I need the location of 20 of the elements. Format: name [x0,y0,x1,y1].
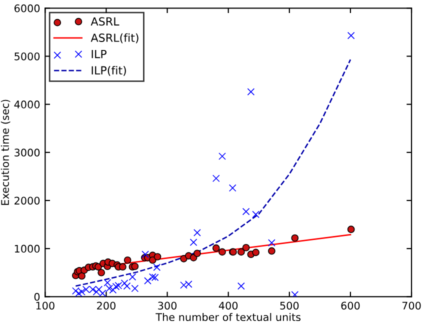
y-axis-title: Execution time (sec) [0,100,10,205]
x-tick-label: 300 [158,302,177,310]
legend-label: ASRL [90,17,120,26]
y-tick-label: 0 [34,292,40,301]
legend-label: ILP [92,50,106,58]
x-tick-label: 100 [36,302,54,310]
x-tick-label: 600 [341,302,360,310]
legend-label: ASRL(fit) [90,33,138,44]
y-tick-label: 5000 [14,52,40,60]
x-tick-label: 400 [218,302,238,310]
x-tick-label: 200 [97,302,116,310]
x-axis-title: The number of textual units [156,312,301,322]
x-tick-label: 500 [280,302,299,310]
x-tick-label: 700 [402,302,421,310]
y-tick-label: 2000 [14,196,40,205]
legend-label: ILP(fit) [92,66,126,76]
y-tick-label: 4000 [14,100,40,108]
y-tick-label: 1000 [14,244,40,253]
y-tick-label: 3000 [14,148,40,157]
y-tick-label: 6000 [14,4,40,12]
